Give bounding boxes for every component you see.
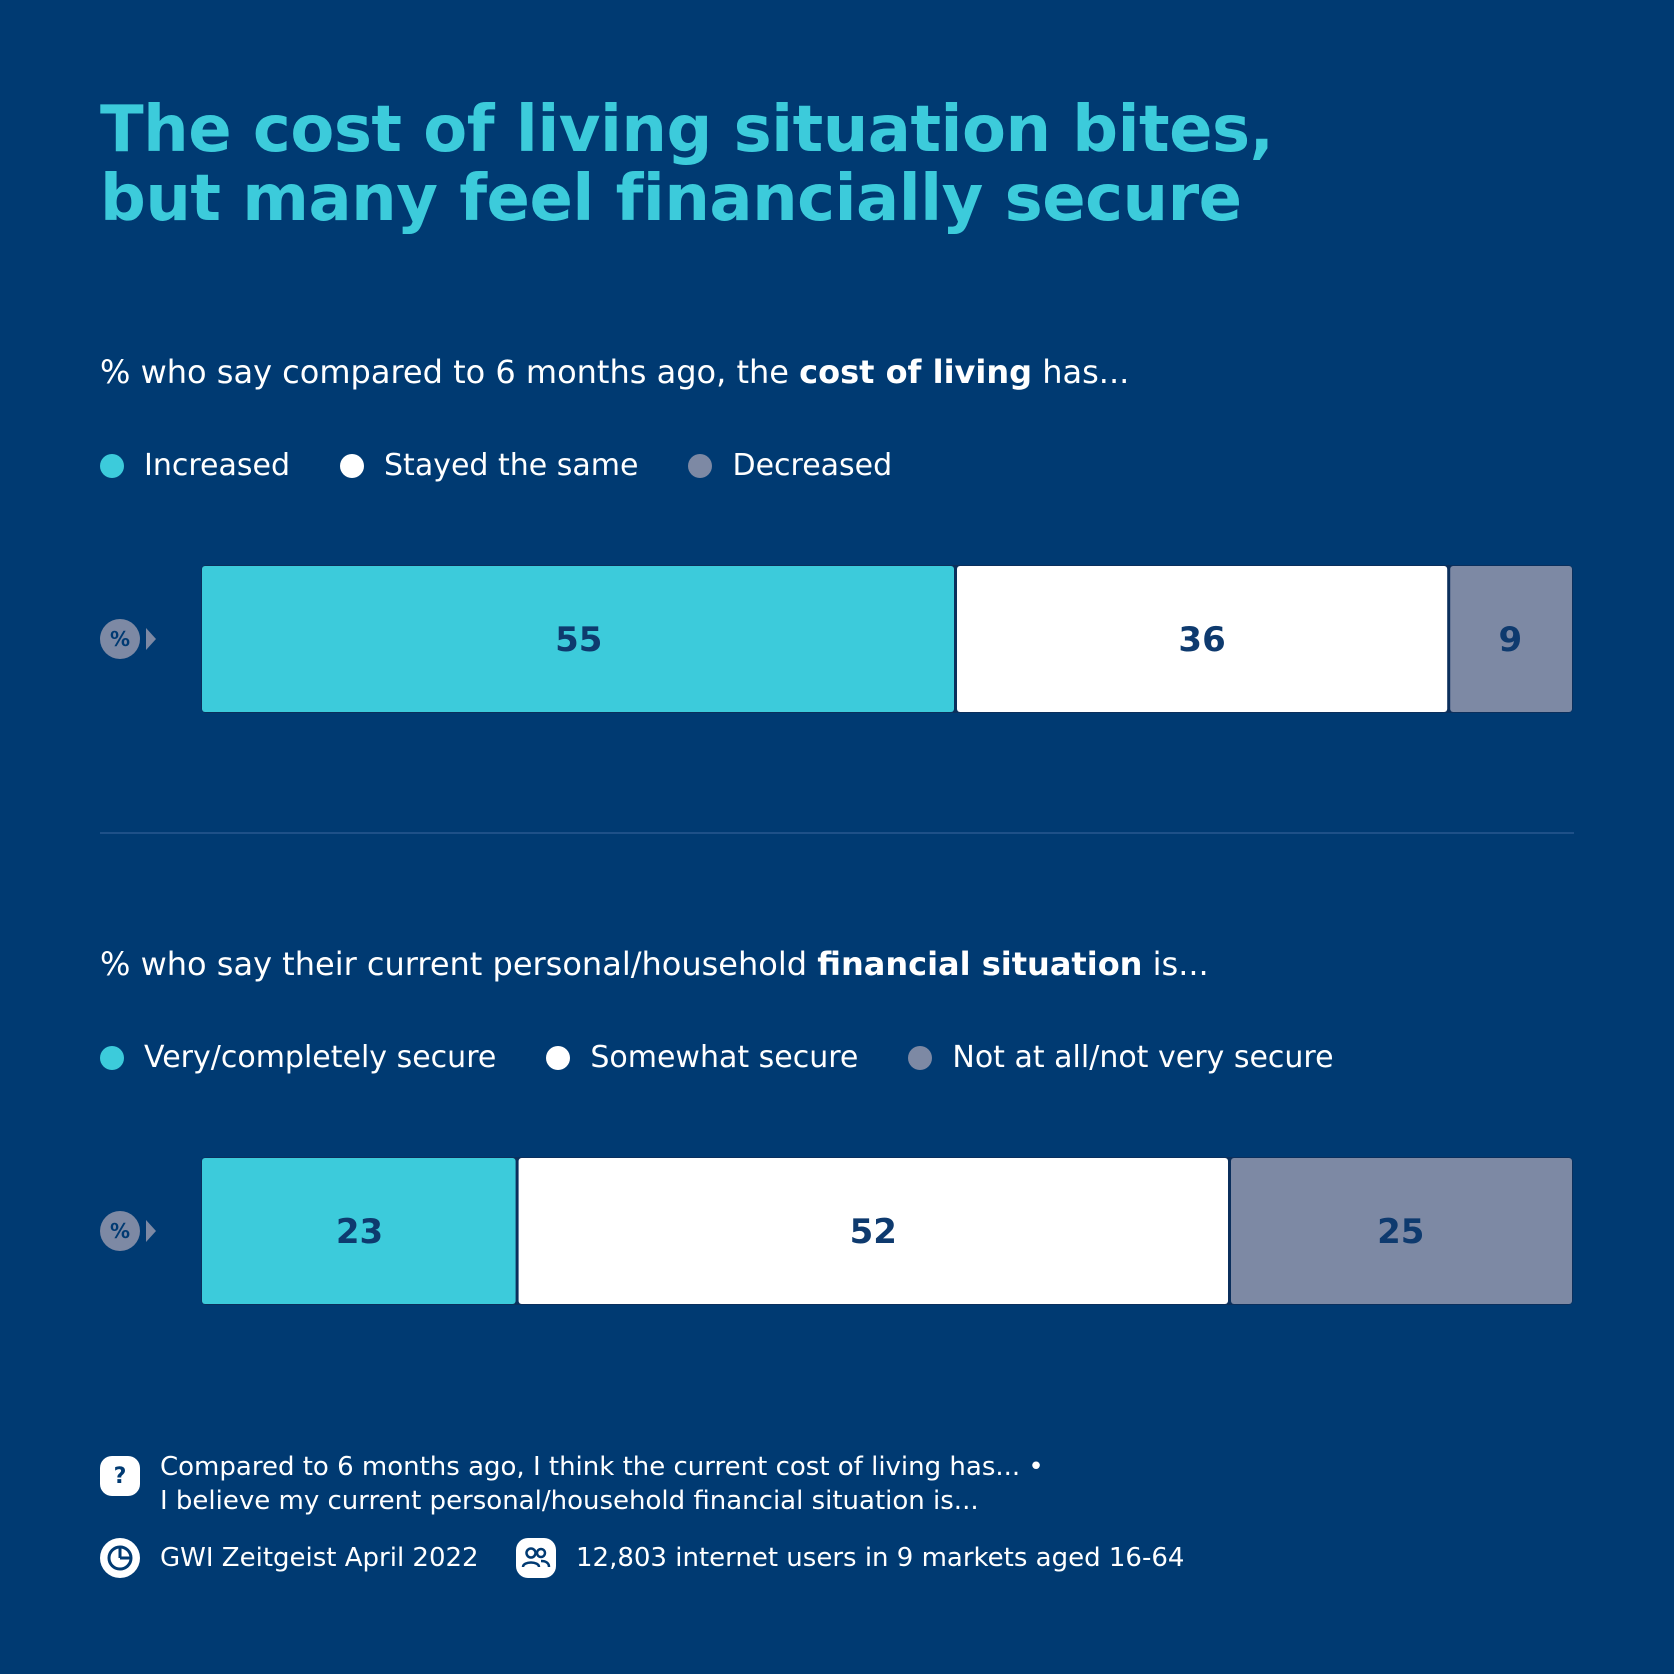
bar-value-label: 52	[850, 1212, 897, 1252]
footer-question-line-2: I believe my current personal/household …	[160, 1486, 979, 1516]
legend-item-very-secure: Very/completely secure	[100, 1040, 496, 1075]
legend-item-decreased: Decreased	[688, 448, 892, 483]
bar-segment-not-at-all-not-very-secure	[1231, 1158, 1572, 1304]
chart-1-bar-row: % 55 36 9	[100, 564, 1574, 714]
bar-segment-stayed-the-same	[957, 566, 1448, 712]
footer-audience: 12,803 internet users in 9 markets aged …	[576, 1543, 1185, 1573]
legend-label: Very/completely secure	[144, 1040, 497, 1075]
chart-2-bar: 23 52 25	[201, 1157, 1573, 1305]
legend-label: Not at all/not very secure	[952, 1040, 1334, 1075]
bar-segment-very-completely-secure	[202, 1158, 516, 1304]
chart-cost-of-living: % who say compared to 6 months ago, the …	[100, 352, 1574, 713]
bar-value-label: 9	[1499, 620, 1523, 660]
percent-badge-icon: %	[100, 619, 140, 659]
chart-2-bar-row: % 23 52 25	[100, 1156, 1574, 1306]
footer-source: GWI Zeitgeist April 2022	[160, 1543, 479, 1573]
people-icon	[516, 1538, 556, 1578]
legend-label: Decreased	[732, 448, 893, 483]
bar-segment-increased	[202, 566, 954, 712]
chart-1-question-pre: % who say compared to 6 months ago, the	[100, 353, 800, 391]
chart-2-question-pre: % who say their current personal/househo…	[100, 945, 818, 983]
legend-dot-icon	[546, 1045, 571, 1070]
bar-segment-somewhat-secure	[518, 1158, 1228, 1304]
badge-arrow-icon	[146, 1220, 156, 1242]
bar-segment-decreased	[1450, 566, 1572, 712]
title-line-1: The cost of living situation bites,	[100, 93, 1274, 167]
legend-label: Somewhat secure	[590, 1040, 859, 1075]
chart-1-bar: 55 36 9	[201, 565, 1573, 713]
legend-label: Stayed the same	[384, 448, 639, 483]
bar-value-label: 55	[555, 620, 602, 660]
chart-2-question: % who say their current personal/househo…	[100, 944, 1574, 984]
legend-dot-icon	[100, 1045, 124, 1070]
chart-financial-situation: % who say their current personal/househo…	[100, 944, 1574, 1305]
bar-value-label: 23	[336, 1212, 383, 1252]
legend-dot-icon	[340, 453, 365, 478]
percent-badge-icon: %	[100, 1211, 140, 1251]
legend-dot-icon	[688, 453, 713, 478]
bar-value-label: 25	[1377, 1212, 1424, 1252]
chart-2-legend: Very/completely secure Somewhat secure N…	[100, 1040, 1384, 1075]
chart-2-question-post: is...	[1142, 945, 1209, 983]
legend-label: Increased	[144, 448, 291, 483]
page-title: The cost of living situation bites, but …	[100, 96, 1400, 234]
legend-item-somewhat-secure: Somewhat secure	[546, 1040, 858, 1075]
chart-1-legend: Increased Stayed the same Decreased	[100, 448, 942, 483]
chart-1-question: % who say compared to 6 months ago, the …	[100, 352, 1574, 392]
footer-question-line-1: Compared to 6 months ago, I think the cu…	[160, 1452, 1044, 1482]
legend-item-not-secure: Not at all/not very secure	[908, 1040, 1334, 1075]
bar-value-label: 36	[1178, 620, 1225, 660]
legend-item-increased: Increased	[100, 448, 290, 483]
chart-1-question-bold: cost of living	[799, 353, 1033, 391]
legend-dot-icon	[100, 453, 124, 478]
gwi-logo-icon	[100, 1538, 140, 1578]
title-line-2: but many feel financially secure	[100, 162, 1242, 236]
chart-1-question-post: has...	[1032, 353, 1130, 391]
chart-2-question-bold: financial situation	[817, 945, 1143, 983]
legend-dot-icon	[908, 1045, 933, 1070]
question-mark-icon: ?	[100, 1456, 140, 1496]
legend-item-stayed-the-same: Stayed the same	[340, 448, 638, 483]
section-divider	[100, 832, 1574, 834]
badge-arrow-icon	[146, 628, 156, 650]
